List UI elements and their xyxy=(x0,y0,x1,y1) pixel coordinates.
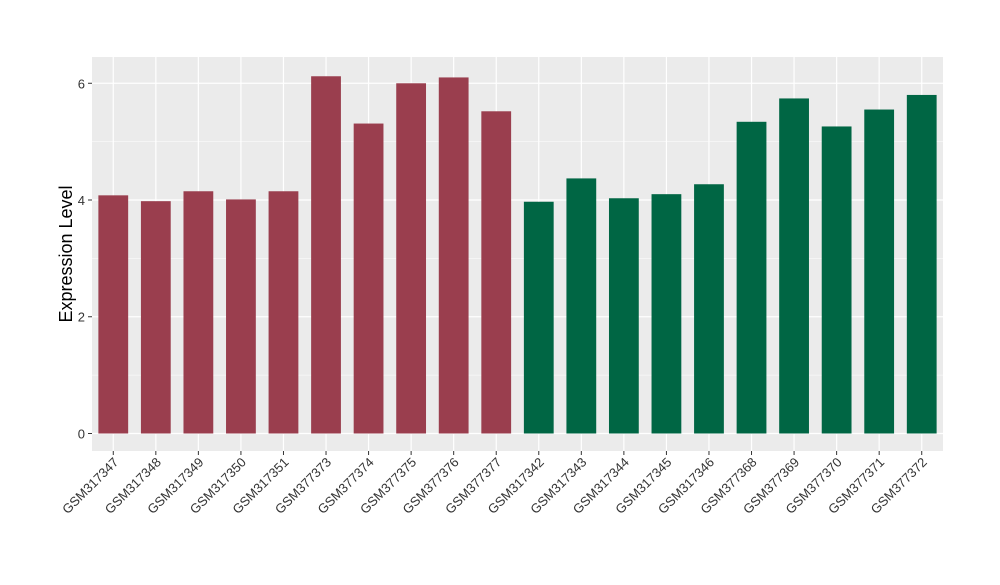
bar-GSM317343 xyxy=(566,178,597,434)
bar-GSM377369 xyxy=(779,98,809,434)
bar-GSM317348 xyxy=(140,201,171,434)
bar-GSM377375 xyxy=(396,83,427,434)
y-tick-label: 6 xyxy=(78,76,85,91)
y-axis-label: Expression Level xyxy=(56,185,76,322)
bar-GSM377373 xyxy=(311,76,341,434)
bar-GSM377371 xyxy=(864,109,895,434)
bar-GSM377368 xyxy=(736,121,767,434)
bar-GSM377376 xyxy=(438,77,469,434)
bar-GSM317349 xyxy=(183,191,214,434)
bar-GSM377372 xyxy=(906,94,937,434)
bar-GSM317345 xyxy=(651,194,682,434)
bars xyxy=(98,76,937,434)
y-tick-label: 0 xyxy=(78,426,85,441)
bar-GSM317351 xyxy=(268,191,299,434)
bar-GSM377374 xyxy=(353,123,384,434)
bar-GSM377377 xyxy=(481,111,512,434)
bar-GSM317344 xyxy=(608,198,639,434)
bar-GSM317347 xyxy=(98,195,129,434)
bar-GSM317346 xyxy=(694,184,724,434)
y-tick-label: 4 xyxy=(78,193,85,208)
bar-GSM317342 xyxy=(523,201,554,434)
bar-GSM377370 xyxy=(821,126,852,434)
y-axis: 0 2 4 6 xyxy=(78,76,92,441)
plot-panel xyxy=(92,57,943,451)
y-tick-label: 2 xyxy=(78,310,85,325)
bar-GSM317350 xyxy=(226,199,256,434)
x-axis: GSM317347GSM317348GSM317349GSM317350GSM3… xyxy=(59,451,930,517)
